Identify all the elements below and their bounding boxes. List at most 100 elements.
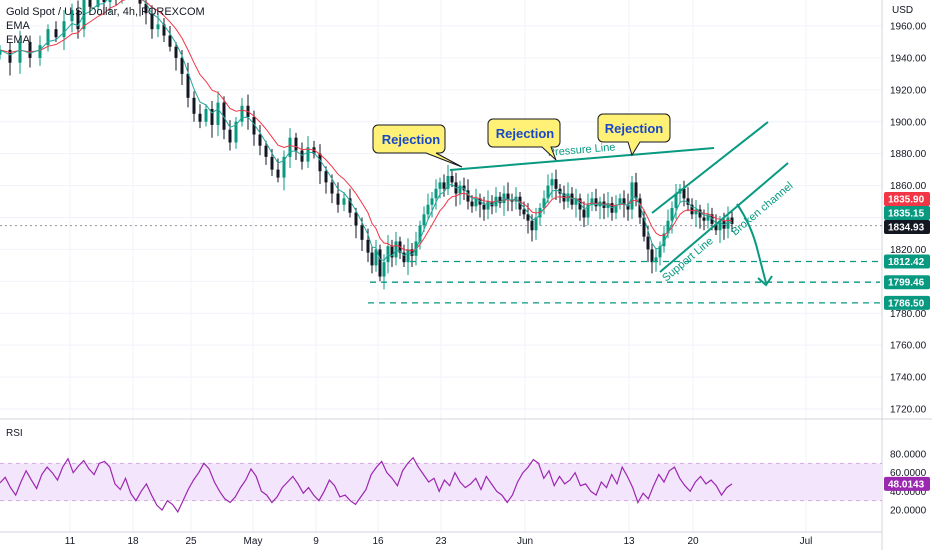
candle-body <box>470 201 474 207</box>
ema-legend-2[interactable]: EMA <box>6 34 30 46</box>
price-tick-label: 1900.00 <box>890 117 927 128</box>
candle-body <box>702 217 706 221</box>
rsi-tick-label: 40.0000 <box>890 487 927 498</box>
price-label-box <box>884 220 930 234</box>
candle-body <box>330 182 334 194</box>
candle-body <box>276 169 280 178</box>
candle-body <box>718 220 722 231</box>
candle-body <box>666 220 670 234</box>
candle-body <box>252 116 256 135</box>
candle-body <box>102 0 106 3</box>
candle-body <box>174 46 178 58</box>
candle-body <box>634 182 638 199</box>
candle-body <box>168 35 172 47</box>
candle-body <box>482 204 486 210</box>
candle-body <box>450 176 454 183</box>
candle-body <box>726 217 730 229</box>
candle-body <box>46 29 50 46</box>
price-label-box <box>884 275 930 290</box>
candle-body <box>8 49 12 63</box>
price-label-text: 1812.42 <box>888 257 925 268</box>
candle-body <box>590 198 594 205</box>
candle-body <box>318 153 322 172</box>
time-axis[interactable]: 11 18 25 May 9 16 23 Jun 13 20 Jul <box>65 536 813 547</box>
candle-body <box>348 198 352 213</box>
candle-body <box>300 150 304 162</box>
callout-rejection-1[interactable]: Rejection <box>372 124 463 168</box>
candle-body <box>646 236 650 250</box>
rsi-value-text: 48.0143 <box>888 479 925 490</box>
candle-body <box>422 214 426 226</box>
candle-body <box>76 10 80 30</box>
candle-body <box>606 203 610 208</box>
candle-body <box>402 252 406 263</box>
candle-body <box>682 188 686 199</box>
candle-body <box>578 198 582 210</box>
channel-lower-line[interactable] <box>659 162 789 273</box>
candle-body <box>354 212 358 226</box>
rsi-legend[interactable]: RSI <box>6 428 23 439</box>
price-label-text: 1834.93 <box>888 223 925 234</box>
candle-body <box>28 41 32 58</box>
candle-body <box>406 249 410 263</box>
candle-body <box>630 182 634 210</box>
candle-body <box>386 246 390 263</box>
candle-body <box>88 0 92 7</box>
time-tick-label: 20 <box>687 536 699 547</box>
ema-legend-1[interactable]: EMA <box>6 20 30 32</box>
candle-body <box>138 0 142 4</box>
candle-body <box>546 185 550 199</box>
candle-body <box>698 209 702 218</box>
candle-body <box>594 198 598 207</box>
callout-text: Rejection <box>496 126 555 141</box>
ema-slow-line <box>0 0 733 252</box>
rsi-tick-label: 80.0000 <box>890 450 927 461</box>
candle-body <box>650 249 654 263</box>
time-tick-label: 16 <box>372 536 384 547</box>
candle-body <box>466 190 470 202</box>
pressure-line[interactable] <box>449 147 715 171</box>
price-tick-label: 1760.00 <box>890 341 927 352</box>
candle-body <box>506 193 510 200</box>
callout-rejection-3[interactable]: Rejection <box>597 113 671 157</box>
candle-body <box>374 249 378 266</box>
candle-body <box>180 57 184 74</box>
candle-body <box>434 188 438 199</box>
candle-body <box>156 24 160 30</box>
candle-body <box>108 0 112 3</box>
candle-body <box>542 198 546 208</box>
candle-body <box>446 176 450 189</box>
callout-rejection-2[interactable]: Rejection <box>487 118 561 161</box>
price-tick-label: 1820.00 <box>890 245 927 256</box>
candle-body <box>96 0 100 7</box>
projection-arrow-path[interactable] <box>736 203 767 284</box>
time-tick-label: Jun <box>517 536 533 547</box>
candle-body <box>474 198 478 207</box>
candle-body <box>706 214 710 221</box>
candle-body <box>670 207 674 221</box>
candle-body <box>642 217 646 237</box>
candle-body <box>626 204 630 210</box>
channel-upper-line[interactable] <box>651 121 769 214</box>
candle-body <box>222 102 226 130</box>
price-label-box <box>884 206 930 220</box>
candle-body <box>458 185 462 194</box>
time-tick-label: 18 <box>127 536 139 547</box>
candle-body <box>554 179 558 189</box>
candle-body <box>574 198 578 205</box>
candle-body <box>186 73 190 98</box>
candle-body <box>690 204 694 215</box>
projection-arrow-head <box>757 275 773 287</box>
price-label-text: 1835.90 <box>888 195 925 206</box>
rsi-axis[interactable]: 80.0000 60.0000 40.0000 20.0000 <box>890 450 927 517</box>
candle-body <box>264 145 268 157</box>
candle-body <box>228 129 232 143</box>
candle-body <box>614 204 618 213</box>
symbol-title[interactable]: Gold Spot / U.S. Dollar, 4h, FOREXCOM <box>6 6 205 18</box>
time-tick-label: 9 <box>313 536 319 547</box>
candle-body <box>618 198 622 205</box>
price-label-box <box>884 295 930 310</box>
candle-body <box>54 29 58 38</box>
price-label-box <box>884 192 930 206</box>
